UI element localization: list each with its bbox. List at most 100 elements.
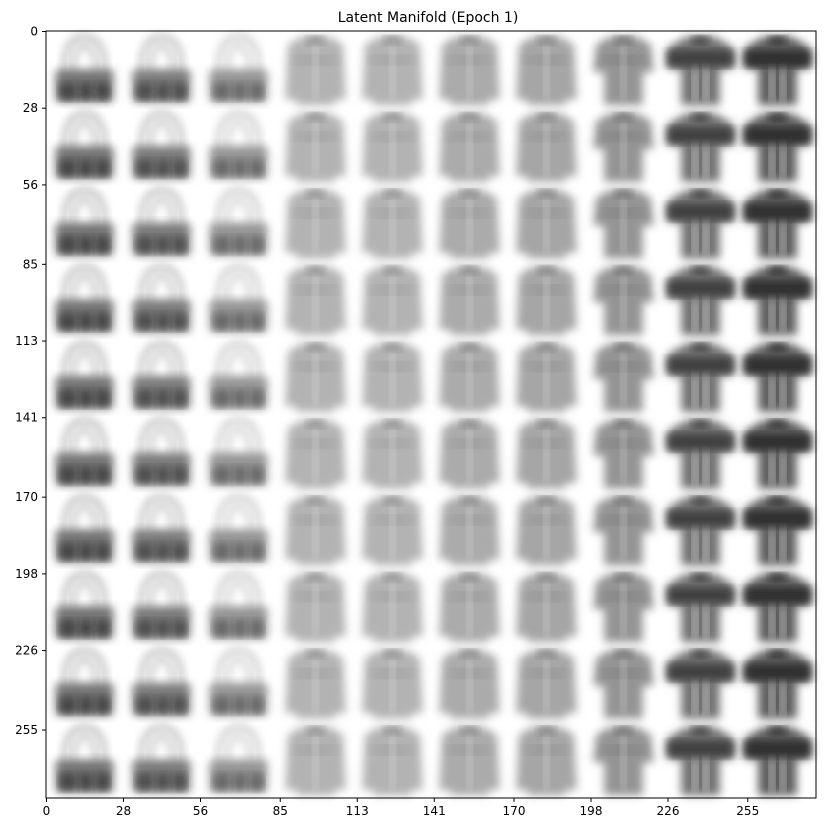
y-tick-label: 141	[15, 411, 38, 425]
manifold-cell	[55, 110, 114, 179]
manifold-cell	[362, 266, 423, 336]
manifold-cell	[439, 113, 500, 182]
manifold-cell	[744, 419, 811, 489]
manifold-cell	[209, 494, 268, 563]
manifold-cell	[132, 647, 191, 716]
manifold-cell	[209, 34, 268, 103]
manifold-cell	[209, 110, 268, 179]
y-tick-label: 226	[15, 644, 38, 658]
manifold-cell	[132, 110, 191, 179]
manifold-cell	[209, 724, 268, 793]
manifold-cell	[209, 417, 268, 486]
manifold-cell	[744, 113, 811, 182]
manifold-cell	[285, 113, 346, 182]
manifold-cell	[285, 419, 346, 489]
manifold-cell	[439, 419, 500, 489]
manifold-cell	[516, 726, 577, 796]
manifold-cell	[593, 726, 654, 796]
x-tick-label: 85	[273, 804, 288, 818]
y-tick-label: 198	[15, 567, 38, 581]
manifold-cell	[55, 264, 114, 333]
manifold-cell	[285, 496, 346, 566]
manifold-cell	[285, 189, 346, 259]
manifold-cell	[516, 343, 577, 412]
x-tick-label: 28	[116, 804, 131, 818]
manifold-cell	[362, 343, 423, 412]
manifold-cell	[55, 340, 114, 410]
manifold-cell	[55, 494, 114, 563]
manifold-cell	[132, 340, 191, 410]
manifold-cell	[285, 573, 346, 642]
manifold-cell	[209, 340, 268, 410]
manifold-cell	[132, 570, 191, 640]
manifold-cell	[362, 496, 423, 566]
manifold-cell	[593, 189, 654, 259]
manifold-cell	[55, 34, 114, 103]
manifold-cell	[55, 647, 114, 716]
manifold-cell	[362, 113, 423, 182]
manifold-cell	[285, 36, 346, 105]
manifold-cell	[744, 573, 811, 642]
manifold-cell	[744, 343, 811, 412]
manifold-cell	[132, 187, 191, 256]
x-tick-label: 226	[657, 804, 680, 818]
image-grid	[55, 34, 811, 796]
y-tick-label: 85	[23, 257, 38, 271]
y-tick-label: 255	[15, 723, 38, 737]
manifold-cell	[516, 419, 577, 489]
manifold-cell	[132, 34, 191, 103]
manifold-cell	[439, 266, 500, 336]
manifold-cell	[667, 726, 734, 796]
manifold-cell	[516, 266, 577, 336]
manifold-cell	[667, 266, 734, 336]
manifold-cell	[209, 264, 268, 333]
manifold-cell	[362, 189, 423, 259]
manifold-cell	[516, 113, 577, 182]
manifold-cell	[744, 36, 811, 105]
manifold-cell	[439, 189, 500, 259]
manifold-cell	[516, 650, 577, 719]
manifold-cell	[744, 189, 811, 259]
x-tick-label: 141	[423, 804, 446, 818]
manifold-cell	[362, 573, 423, 642]
manifold-cell	[439, 343, 500, 412]
manifold-cell	[516, 496, 577, 566]
x-tick-label: 170	[503, 804, 526, 818]
manifold-cell	[55, 417, 114, 486]
y-tick-label: 56	[23, 178, 38, 192]
manifold-cell	[285, 726, 346, 796]
manifold-cell	[439, 726, 500, 796]
manifold-cell	[593, 113, 654, 182]
x-tick-label: 113	[346, 804, 369, 818]
y-tick-label: 28	[23, 101, 38, 115]
x-tick-label: 0	[43, 804, 51, 818]
manifold-cell	[667, 650, 734, 719]
manifold-cell	[285, 650, 346, 719]
y-axis: 0 28 56 85 113 141 170 198 226 255	[15, 25, 46, 737]
manifold-cell	[285, 266, 346, 336]
manifold-cell	[55, 187, 114, 256]
manifold-cell	[667, 573, 734, 642]
x-tick-label: 255	[736, 804, 759, 818]
manifold-cell	[744, 496, 811, 566]
manifold-cell	[593, 650, 654, 719]
x-tick-label: 56	[193, 804, 208, 818]
manifold-cell	[667, 189, 734, 259]
manifold-cell	[593, 343, 654, 412]
manifold-cell	[132, 724, 191, 793]
y-tick-label: 0	[30, 25, 38, 39]
manifold-cell	[55, 570, 114, 640]
y-tick-label: 170	[15, 490, 38, 504]
manifold-cell	[55, 724, 114, 793]
manifold-cell	[516, 36, 577, 105]
manifold-cell	[209, 187, 268, 256]
x-tick-label: 198	[580, 804, 603, 818]
manifold-cell	[593, 266, 654, 336]
manifold-cell	[667, 343, 734, 412]
manifold-cell	[362, 36, 423, 105]
manifold-cell	[132, 264, 191, 333]
manifold-cell	[209, 570, 268, 640]
manifold-cell	[667, 419, 734, 489]
manifold-cell	[439, 573, 500, 642]
